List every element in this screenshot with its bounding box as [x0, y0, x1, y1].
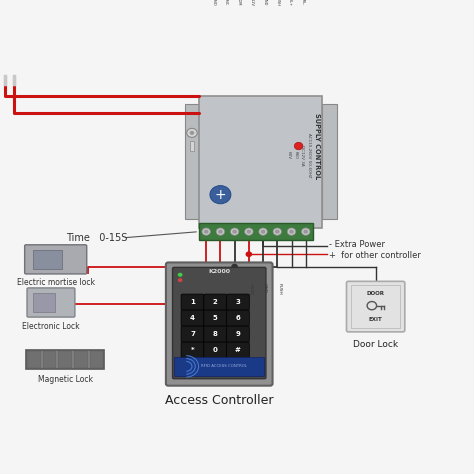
Text: 9: 9	[236, 331, 240, 337]
FancyBboxPatch shape	[27, 288, 75, 317]
Text: - Extra Power
+  for other controller: - Extra Power + for other controller	[329, 240, 421, 260]
Text: 8: 8	[213, 331, 218, 337]
FancyBboxPatch shape	[181, 326, 204, 342]
Circle shape	[301, 228, 310, 235]
Text: GND: GND	[263, 283, 267, 293]
Circle shape	[289, 229, 294, 234]
Text: +: +	[215, 188, 226, 201]
Text: COM: COM	[237, 0, 241, 6]
FancyBboxPatch shape	[173, 267, 266, 379]
Text: PUSH: PUSH	[277, 283, 281, 295]
Circle shape	[275, 229, 280, 234]
Text: 2: 2	[213, 299, 218, 305]
Circle shape	[178, 273, 182, 277]
Text: Magnetic Lock: Magnetic Lock	[37, 375, 93, 384]
Text: Electric mortise lock: Electric mortise lock	[17, 279, 95, 288]
Bar	[90, 351, 103, 368]
Bar	[199, 223, 313, 240]
Text: +12V: +12V	[250, 0, 254, 6]
Text: DC12V 3A: DC12V 3A	[301, 145, 304, 165]
FancyBboxPatch shape	[26, 349, 104, 369]
Bar	[43, 351, 56, 368]
Bar	[74, 351, 88, 368]
Text: 3: 3	[236, 299, 240, 305]
Circle shape	[246, 229, 251, 234]
Text: +12V: +12V	[249, 283, 253, 295]
Bar	[33, 250, 62, 269]
Text: PUSH: PUSH	[275, 0, 279, 6]
Text: Access Controller: Access Controller	[165, 393, 273, 407]
Text: SUPPLY CONTROL: SUPPLY CONTROL	[314, 113, 319, 179]
Circle shape	[210, 186, 231, 204]
Text: DOOR: DOOR	[367, 291, 384, 296]
Text: 5: 5	[213, 315, 218, 321]
Circle shape	[204, 229, 209, 234]
Text: Time   0-15S: Time 0-15S	[66, 233, 128, 243]
Text: 6: 6	[236, 315, 240, 321]
Circle shape	[231, 264, 238, 269]
Bar	[185, 104, 199, 219]
Text: K60: K60	[294, 151, 298, 159]
FancyBboxPatch shape	[181, 294, 204, 310]
FancyBboxPatch shape	[25, 245, 87, 274]
Circle shape	[232, 229, 237, 234]
Text: K2000: K2000	[208, 269, 230, 274]
Text: 0: 0	[213, 347, 218, 353]
Circle shape	[216, 228, 225, 235]
Bar	[58, 351, 72, 368]
Circle shape	[245, 228, 253, 235]
FancyBboxPatch shape	[181, 342, 204, 358]
Text: Door Lock: Door Lock	[353, 340, 398, 349]
FancyBboxPatch shape	[204, 342, 227, 358]
Circle shape	[303, 229, 308, 234]
Bar	[27, 351, 41, 368]
Circle shape	[294, 142, 303, 150]
Text: 7: 7	[190, 331, 195, 337]
Text: AC110-260V 50-60HZ: AC110-260V 50-60HZ	[307, 133, 311, 177]
FancyBboxPatch shape	[227, 326, 249, 342]
Circle shape	[246, 251, 252, 257]
FancyBboxPatch shape	[227, 310, 249, 326]
Circle shape	[287, 228, 296, 235]
Text: CTRL+: CTRL+	[288, 0, 292, 6]
Text: +NC: +NC	[224, 0, 228, 6]
Circle shape	[230, 228, 239, 235]
Bar	[174, 356, 264, 376]
Circle shape	[202, 228, 210, 235]
Bar	[33, 293, 55, 312]
Text: GND: GND	[263, 0, 266, 6]
FancyBboxPatch shape	[204, 310, 227, 326]
Text: +NO: +NO	[211, 0, 215, 6]
Text: CTRL-: CTRL-	[301, 0, 305, 6]
FancyBboxPatch shape	[181, 310, 204, 326]
FancyBboxPatch shape	[166, 263, 273, 386]
Bar	[190, 141, 193, 151]
Text: 1: 1	[190, 299, 195, 305]
FancyBboxPatch shape	[199, 96, 322, 228]
Circle shape	[259, 228, 267, 235]
Circle shape	[273, 228, 282, 235]
Text: EXIT: EXIT	[369, 317, 383, 322]
Circle shape	[218, 229, 223, 234]
FancyBboxPatch shape	[346, 282, 405, 332]
Circle shape	[190, 131, 194, 135]
FancyBboxPatch shape	[227, 342, 249, 358]
Text: #: #	[235, 347, 241, 353]
Text: RFID ACCESS CONTROL: RFID ACCESS CONTROL	[201, 365, 247, 368]
FancyBboxPatch shape	[227, 294, 249, 310]
FancyBboxPatch shape	[204, 326, 227, 342]
Text: 60V: 60V	[287, 151, 291, 159]
Circle shape	[178, 278, 182, 282]
Circle shape	[261, 229, 265, 234]
FancyBboxPatch shape	[204, 294, 227, 310]
Circle shape	[187, 128, 197, 137]
Text: *: *	[191, 347, 194, 353]
Text: Electronic Lock: Electronic Lock	[22, 322, 80, 331]
Bar	[322, 104, 337, 219]
Text: 4: 4	[190, 315, 195, 321]
